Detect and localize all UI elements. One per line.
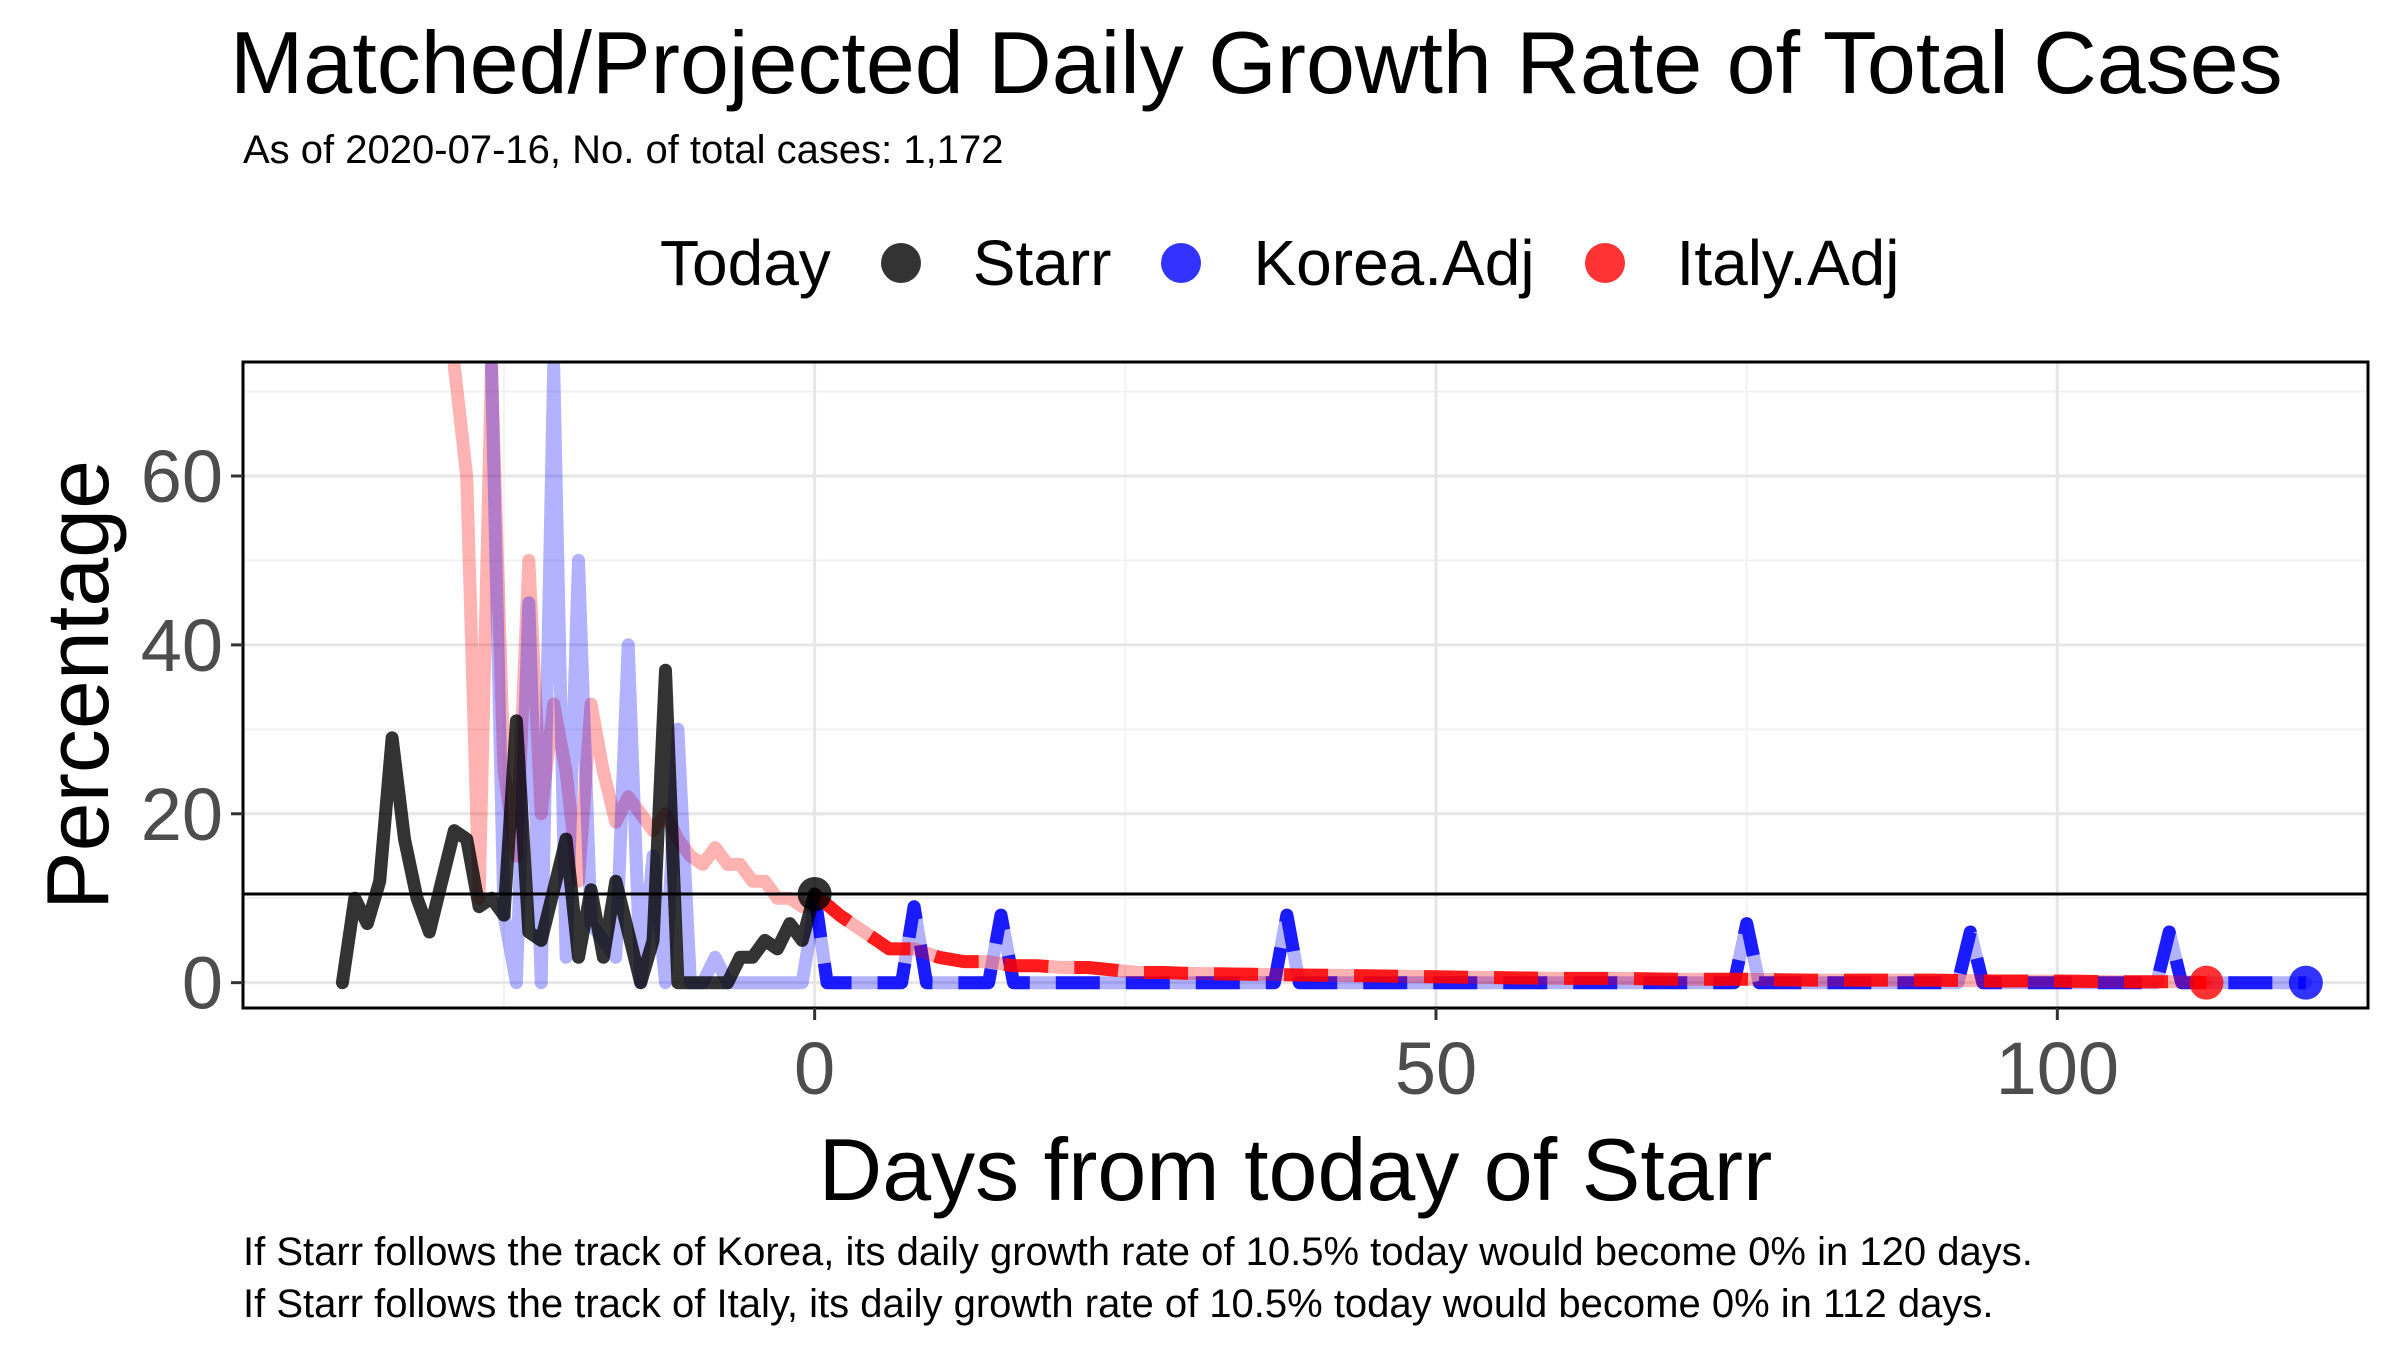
y-axis-label: Percentage bbox=[28, 460, 127, 910]
series-line-italy-adj bbox=[810, 889, 2207, 990]
y-tick-label: 60 bbox=[141, 435, 223, 518]
y-tick-label: 40 bbox=[141, 604, 223, 687]
legend-label-korea: Korea.Adj bbox=[1253, 227, 1535, 299]
plot-border bbox=[241, 360, 2370, 1010]
legend: Today Starr Korea.Adj Italy.Adj bbox=[660, 218, 1949, 308]
series-line-starr bbox=[335, 663, 822, 990]
x-tick-label: 100 bbox=[1996, 1027, 2119, 1110]
legend-title: Today bbox=[660, 227, 831, 299]
caption-italy: If Starr follows the track of Italy, its… bbox=[243, 1282, 1994, 1326]
today-point-starr bbox=[797, 877, 832, 911]
legend-label-italy: Italy.Adj bbox=[1676, 227, 1900, 299]
plot-area bbox=[335, 362, 2313, 990]
legend-label-starr: Starr bbox=[972, 227, 1112, 299]
x-tick-label: 0 bbox=[794, 1027, 835, 1110]
caption-korea: If Starr follows the track of Korea, its… bbox=[243, 1230, 2033, 1274]
legend-dot-starr bbox=[880, 243, 921, 283]
series-line-korea-adj bbox=[808, 893, 2306, 990]
x-tick-label: 50 bbox=[1395, 1027, 1477, 1110]
endpoint-korea bbox=[2288, 965, 2323, 1000]
y-tick-label: 20 bbox=[141, 773, 223, 856]
legend-dot-korea bbox=[1161, 243, 1202, 283]
legend-item-italy: Italy.Adj bbox=[1584, 226, 1900, 300]
legend-dot-italy bbox=[1584, 243, 1625, 283]
legend-item-starr: Starr bbox=[880, 226, 1112, 300]
chart-subtitle: As of 2020-07-16, No. of total cases: 1,… bbox=[243, 128, 1004, 172]
endpoint-italy bbox=[2189, 965, 2224, 1000]
chart-title: Matched/Projected Daily Growth Rate of T… bbox=[230, 13, 2283, 112]
y-tick-label: 0 bbox=[182, 942, 223, 1025]
x-axis-label: Days from today of Starr bbox=[819, 1120, 1773, 1219]
legend-item-korea: Korea.Adj bbox=[1161, 226, 1535, 300]
